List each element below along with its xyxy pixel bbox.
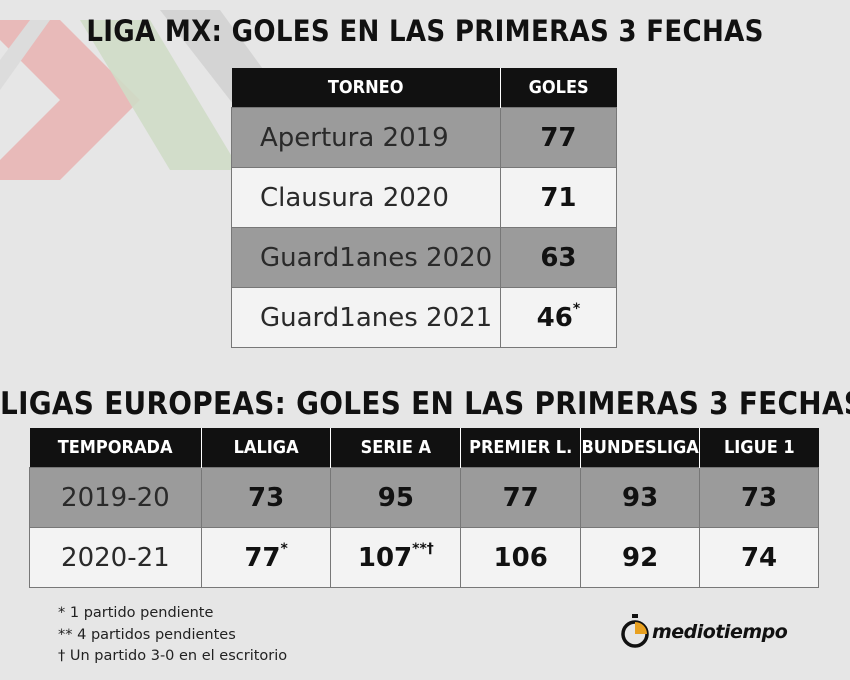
column-header-laliga: LALIGA bbox=[200, 428, 331, 468]
footnote-mark: * bbox=[572, 300, 581, 317]
table-row: 2019-20 73 95 77 93 73 bbox=[29, 467, 819, 528]
torneo-cell: Guard1anes 2021 bbox=[231, 287, 501, 348]
goles-value: 63 bbox=[540, 242, 577, 273]
torneo-cell: Apertura 2019 bbox=[231, 107, 501, 168]
table-header-row: TORNEO GOLES bbox=[231, 68, 617, 108]
brand-name: mediotiempo bbox=[652, 621, 788, 643]
goles-cell: 95 bbox=[330, 467, 462, 528]
goles-cell: 92 bbox=[580, 527, 701, 588]
goles-cell: 74 bbox=[699, 527, 819, 588]
table-row: 2020-21 77* 107**† 106 92 74 bbox=[29, 527, 819, 588]
goles-value: 77 bbox=[502, 482, 539, 513]
goles-cell: 46* bbox=[499, 287, 618, 348]
column-header-serie-a: SERIE A bbox=[330, 428, 461, 468]
column-header-premier: PREMIER L. bbox=[460, 428, 581, 468]
column-header-temporada: TEMPORADA bbox=[29, 428, 202, 468]
goles-value: 106 bbox=[493, 542, 548, 573]
table-header-row: TEMPORADA LALIGA SERIE A PREMIER L. BUND… bbox=[29, 428, 819, 468]
goles-cell: 71 bbox=[499, 167, 618, 228]
table-row: Guard1anes 2021 46* bbox=[231, 287, 618, 348]
footnotes: * 1 partido pendiente ** 4 partidos pend… bbox=[58, 603, 287, 668]
goles-value: 73 bbox=[740, 482, 778, 513]
goles-cell: 77* bbox=[200, 527, 332, 588]
goles-value: 77 bbox=[244, 542, 281, 573]
footnote: ** 4 partidos pendientes bbox=[58, 626, 236, 643]
goles-cell: 93 bbox=[580, 467, 701, 528]
liga-mx-title: LIGA MX: GOLES EN LAS PRIMERAS 3 FECHAS bbox=[86, 14, 764, 48]
footnote: * 1 partido pendiente bbox=[58, 605, 214, 621]
goles-value: 77 bbox=[540, 122, 577, 153]
footnote: † Un partido 3-0 en el escritorio bbox=[58, 648, 288, 664]
goles-value: 107 bbox=[357, 542, 413, 573]
mediotiempo-brand: mediotiempo bbox=[620, 613, 788, 651]
logo-green-band bbox=[80, 20, 240, 170]
goles-cell: 73 bbox=[200, 467, 332, 528]
ligas-europeas-table: TEMPORADA LALIGA SERIE A PREMIER L. BUND… bbox=[29, 428, 819, 588]
goles-value: 74 bbox=[740, 542, 778, 573]
goles-value: 93 bbox=[622, 482, 659, 513]
goles-value: 73 bbox=[248, 482, 285, 513]
season-cell: 2020-21 bbox=[29, 527, 202, 588]
column-header-bundesliga: BUNDESLIGA bbox=[580, 428, 700, 468]
stopwatch-icon bbox=[621, 614, 649, 648]
goles-cell: 107**† bbox=[330, 527, 462, 588]
column-header-torneo: TORNEO bbox=[231, 68, 501, 108]
goles-value: 71 bbox=[540, 182, 577, 213]
goles-value: 95 bbox=[377, 482, 414, 513]
column-header-ligue-1: LIGUE 1 bbox=[699, 428, 819, 468]
footnote-mark: * bbox=[280, 540, 288, 557]
goles-value: 92 bbox=[622, 542, 659, 573]
goles-cell: 77 bbox=[499, 107, 618, 168]
liga-mx-logo-watermark bbox=[0, 10, 300, 190]
goles-cell: 63 bbox=[499, 227, 618, 288]
ligas-europeas-title: LIGAS EUROPEAS: GOLES EN LAS PRIMERAS 3 … bbox=[0, 386, 850, 422]
goles-cell: 77 bbox=[460, 467, 582, 528]
table-row: Guard1anes 2020 63 bbox=[231, 227, 618, 288]
torneo-cell: Guard1anes 2020 bbox=[231, 227, 501, 288]
liga-mx-table: TORNEO GOLES Apertura 2019 77 Clausura 2… bbox=[231, 68, 618, 348]
torneo-cell: Clausura 2020 bbox=[231, 167, 501, 228]
footnote-mark: **† bbox=[412, 540, 434, 557]
goles-value: 46 bbox=[536, 302, 573, 333]
season-cell: 2019-20 bbox=[29, 467, 202, 528]
goles-cell: 73 bbox=[699, 467, 819, 528]
table-row: Clausura 2020 71 bbox=[231, 167, 618, 228]
goles-cell: 106 bbox=[460, 527, 582, 588]
table-row: Apertura 2019 77 bbox=[231, 107, 618, 168]
column-header-goles: GOLES bbox=[499, 68, 617, 108]
logo-red-chevron bbox=[0, 20, 140, 180]
